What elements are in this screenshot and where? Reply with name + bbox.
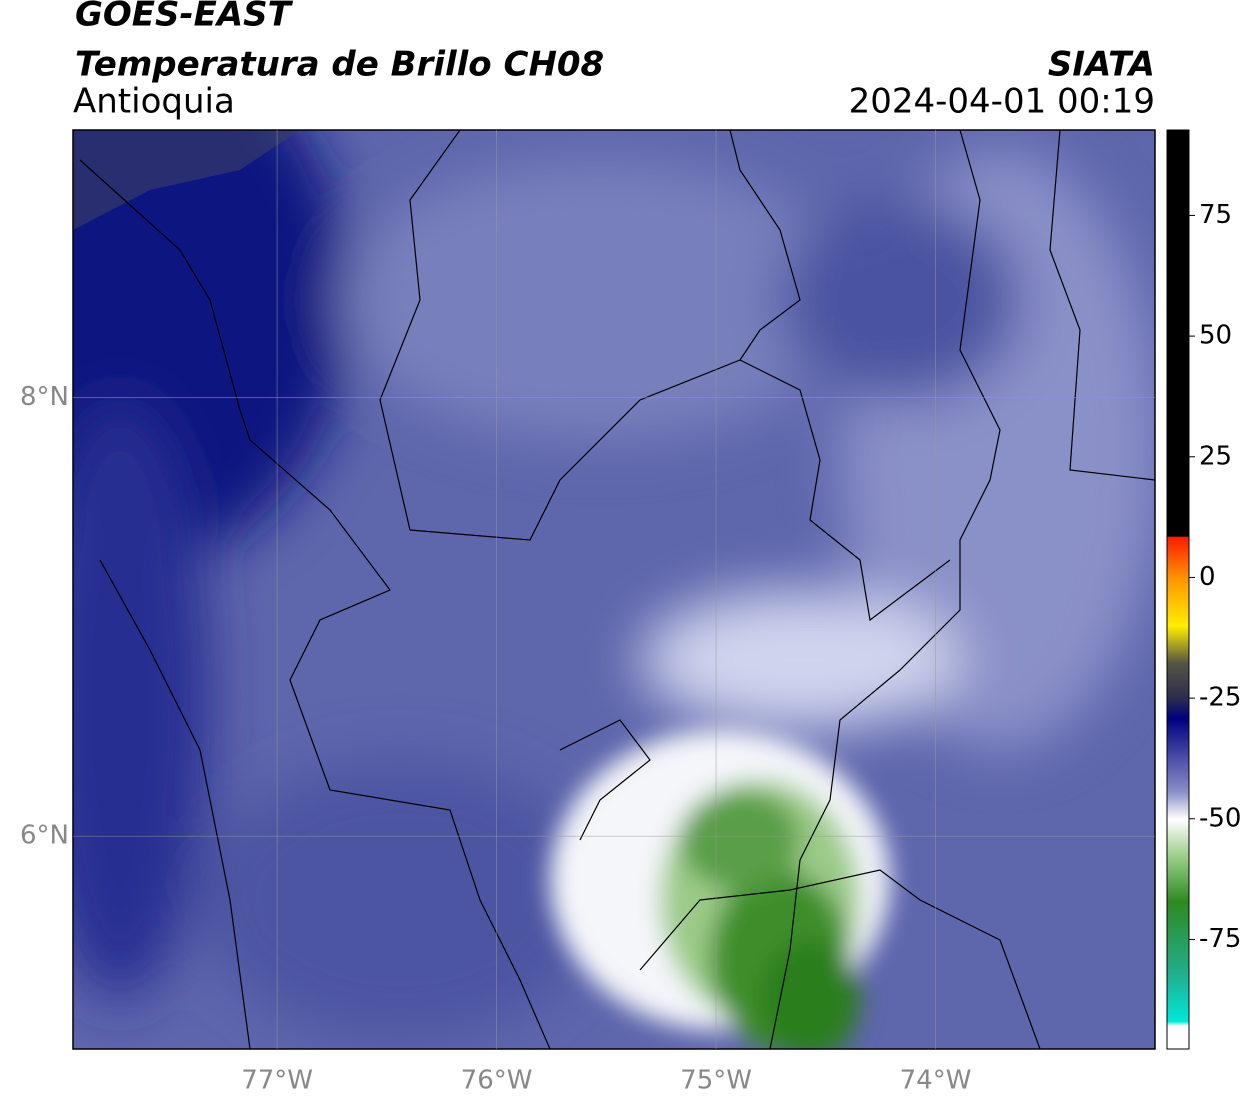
region: Antioquia: [73, 82, 235, 122]
x-tick-label: 74°W: [900, 1066, 972, 1096]
colorbar-tick-label: 75: [1199, 200, 1232, 230]
x-tick-label: 76°W: [461, 1066, 533, 1096]
colorbar-tick-label: 0: [1199, 562, 1216, 592]
source: SIATA: [1048, 45, 1155, 85]
colorbar-tick-label: 25: [1199, 441, 1232, 471]
y-tick-label: 6°N: [20, 821, 69, 851]
colorbar: [1166, 129, 1190, 1050]
title: GOES-EAST: [75, 0, 294, 35]
datetime: 2024-04-01 00:19: [849, 82, 1155, 122]
x-tick-label: 75°W: [680, 1066, 752, 1096]
colorbar-tick-label: -75: [1199, 924, 1241, 954]
borders: [79, 130, 1155, 1049]
map-frame: [72, 129, 1156, 1050]
x-tick-label: 77°W: [241, 1066, 313, 1096]
y-tick-label: 8°N: [20, 382, 69, 412]
colorbar-tick-label: -25: [1199, 683, 1241, 713]
colorbar-tick-label: -50: [1199, 803, 1241, 833]
satellite-image: [73, 130, 1155, 1049]
subtitle: Temperatura de Brillo CH08: [75, 45, 604, 85]
colorbar-tick-label: 50: [1199, 321, 1232, 351]
